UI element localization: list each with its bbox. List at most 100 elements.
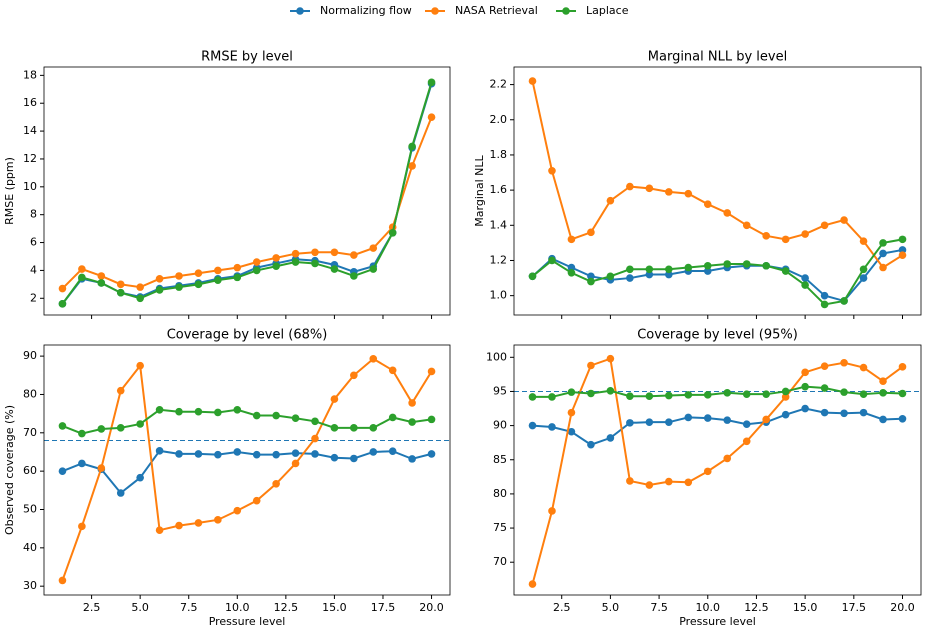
- point: [427, 78, 436, 87]
- point: [272, 480, 280, 488]
- axes-frame: [43, 66, 451, 316]
- point: [369, 448, 378, 456]
- point: [175, 407, 183, 416]
- axes-frame: [513, 344, 922, 596]
- point: [194, 280, 203, 289]
- point: [742, 260, 751, 268]
- point: [330, 424, 339, 432]
- x-tick-label: 17.5: [371, 601, 396, 614]
- point: [626, 477, 634, 485]
- y-tick-label: 14: [23, 124, 37, 137]
- point: [742, 420, 751, 429]
- series-line: [531, 80, 904, 269]
- point: [879, 249, 887, 258]
- x-tick-label: 15.0: [322, 601, 347, 614]
- point: [781, 410, 790, 419]
- subplot: Marginal NLL by level 1.0 1.2 1.4 1.6 1.8 2.0 2…: [473, 50, 922, 319]
- subplot: Coverage by level (68%) 30 40 50 60 70 80 90 2.5…: [3, 328, 451, 628]
- point: [548, 166, 556, 175]
- point: [528, 580, 537, 588]
- point: [78, 265, 86, 273]
- x-tick-label: 20.0: [890, 601, 915, 614]
- point: [369, 244, 378, 252]
- y-tick-label: 50: [23, 502, 37, 515]
- point: [626, 274, 634, 282]
- point: [330, 248, 339, 257]
- point: [898, 414, 907, 423]
- point: [528, 421, 537, 430]
- point: [528, 393, 537, 401]
- point: [801, 404, 809, 413]
- y-tick-label: 18: [23, 68, 37, 81]
- point: [587, 361, 595, 370]
- point: [879, 415, 887, 424]
- point: [898, 363, 907, 371]
- point: [548, 507, 556, 515]
- point: [350, 371, 358, 380]
- x-tick-label: 7.5: [650, 601, 668, 614]
- y-tick-label: 10: [23, 180, 37, 193]
- point: [645, 184, 654, 193]
- point: [548, 423, 556, 431]
- point: [645, 418, 654, 426]
- point: [97, 272, 106, 280]
- point: [97, 279, 106, 287]
- point: [801, 281, 809, 289]
- point: [723, 209, 732, 217]
- point: [626, 419, 634, 427]
- point: [311, 248, 319, 257]
- y-tick-label: 8: [30, 208, 37, 221]
- point: [291, 459, 300, 468]
- point: [214, 266, 222, 275]
- point: [859, 363, 868, 372]
- series-line: [531, 238, 903, 306]
- point: [587, 389, 595, 398]
- point: [606, 354, 615, 363]
- point: [311, 450, 319, 458]
- y-tick-label: 85: [493, 453, 507, 466]
- point: [840, 297, 848, 305]
- point: [116, 288, 125, 297]
- point: [548, 393, 556, 401]
- point: [330, 265, 339, 273]
- y-tick-label: 12: [23, 152, 37, 165]
- point: [703, 200, 712, 208]
- point: [330, 453, 339, 462]
- point: [116, 424, 125, 432]
- point: [291, 449, 300, 457]
- point: [820, 362, 829, 370]
- point: [898, 246, 907, 254]
- point: [97, 425, 106, 433]
- y-tick-label: 16: [23, 96, 37, 109]
- x-tick-label: 12.5: [274, 601, 299, 614]
- y-tick-label: 1.6: [490, 183, 508, 196]
- point: [665, 188, 673, 196]
- point: [194, 450, 203, 458]
- point: [820, 291, 829, 300]
- point: [587, 228, 595, 237]
- plot-area: [528, 77, 907, 309]
- series-line: [62, 449, 432, 495]
- point: [408, 162, 416, 170]
- point: [233, 263, 242, 272]
- point: [645, 265, 654, 274]
- point: [606, 196, 615, 205]
- point: [879, 239, 887, 247]
- x-tick-label: 7.5: [180, 601, 198, 614]
- point: [840, 358, 848, 367]
- subplot-title: Marginal NLL by level: [648, 50, 787, 65]
- point: [408, 399, 416, 407]
- point: [645, 392, 654, 401]
- point: [369, 355, 378, 363]
- x-tick-label: 10.0: [225, 601, 250, 614]
- point: [233, 406, 242, 414]
- point: [311, 259, 319, 268]
- point: [330, 395, 339, 403]
- point: [626, 265, 634, 274]
- point: [136, 473, 144, 482]
- x-axis-label: Pressure level: [209, 615, 286, 628]
- y-tick-label: 1.2: [490, 253, 508, 266]
- point: [388, 366, 397, 375]
- point: [606, 434, 615, 442]
- point: [645, 481, 654, 489]
